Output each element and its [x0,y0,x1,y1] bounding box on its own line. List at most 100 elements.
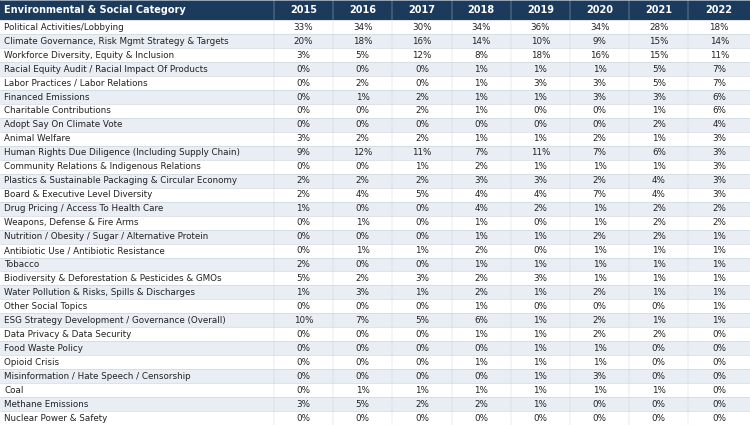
Text: 1%: 1% [652,162,666,171]
Bar [511,369,570,383]
Bar [333,286,392,299]
Bar [333,244,392,258]
Bar [452,76,511,90]
Bar [392,341,452,355]
Text: 0%: 0% [356,302,370,311]
Text: 3%: 3% [356,288,370,297]
Bar [274,327,333,341]
Bar [274,286,333,299]
Bar [570,146,629,160]
Text: 8%: 8% [474,51,488,60]
Text: 33%: 33% [293,23,314,32]
Text: 2%: 2% [652,120,666,130]
Text: 1%: 1% [592,274,607,283]
Text: 2%: 2% [474,246,488,255]
Text: 0%: 0% [533,106,548,116]
Bar [333,369,392,383]
Text: 5%: 5% [652,65,666,74]
Text: 2%: 2% [474,400,488,408]
Text: 6%: 6% [712,93,726,102]
Bar [629,34,688,48]
Text: Nutrition / Obesity / Sugar / Alternative Protein: Nutrition / Obesity / Sugar / Alternativ… [4,232,209,241]
Bar [392,20,452,34]
Text: 1%: 1% [415,385,429,394]
Text: 1%: 1% [592,204,607,213]
Bar [452,383,511,397]
Bar [0,215,274,230]
Bar [0,383,274,397]
Bar [570,76,629,90]
Bar [392,132,452,146]
Bar [688,174,750,188]
Bar [511,355,570,369]
Bar [333,397,392,411]
Bar [570,188,629,202]
Bar [452,313,511,327]
Bar [392,299,452,313]
Text: 0%: 0% [296,162,310,171]
Bar [511,383,570,397]
Bar [570,369,629,383]
Text: 1%: 1% [533,371,548,381]
Text: 16%: 16% [590,51,609,60]
Bar [452,230,511,244]
Text: 0%: 0% [592,106,607,116]
Text: 9%: 9% [296,148,310,157]
Text: 0%: 0% [296,93,310,102]
Bar [0,118,274,132]
Text: 0%: 0% [415,358,429,367]
Text: Animal Welfare: Animal Welfare [4,134,70,143]
Bar [452,258,511,272]
Text: 0%: 0% [712,371,726,381]
Bar [274,313,333,327]
Text: 0%: 0% [592,302,607,311]
Bar [570,202,629,215]
Text: 0%: 0% [712,344,726,353]
Text: 1%: 1% [533,162,548,171]
Bar [629,272,688,286]
Text: 6%: 6% [474,316,488,325]
Bar [629,202,688,215]
Bar [392,146,452,160]
Text: 1%: 1% [533,400,548,408]
Bar [629,355,688,369]
Bar [688,299,750,313]
Text: 1%: 1% [533,288,548,297]
Bar [333,383,392,397]
Bar [570,215,629,230]
Text: 0%: 0% [296,371,310,381]
Text: ESG Strategy Development / Governance (Overall): ESG Strategy Development / Governance (O… [4,316,226,325]
Text: 1%: 1% [533,316,548,325]
Text: 1%: 1% [652,316,666,325]
Text: 0%: 0% [356,330,370,339]
Text: 5%: 5% [415,190,429,199]
Text: 1%: 1% [474,79,488,88]
Bar [629,369,688,383]
Text: 1%: 1% [712,232,726,241]
Bar [511,104,570,118]
Bar [392,188,452,202]
Text: 0%: 0% [415,371,429,381]
Bar [629,76,688,90]
Bar [392,48,452,62]
Bar [511,327,570,341]
Bar [511,48,570,62]
Text: 1%: 1% [356,385,370,394]
Text: 0%: 0% [296,385,310,394]
Text: 30%: 30% [412,23,432,32]
Text: 0%: 0% [652,358,666,367]
Text: 5%: 5% [415,316,429,325]
Text: 0%: 0% [415,260,429,269]
Bar [452,118,511,132]
Text: 11%: 11% [710,51,729,60]
Bar [274,355,333,369]
Text: 1%: 1% [474,260,488,269]
Text: 1%: 1% [712,246,726,255]
Text: 1%: 1% [592,218,607,227]
Text: 1%: 1% [415,288,429,297]
Bar [629,146,688,160]
Text: 0%: 0% [296,106,310,116]
Text: 2015: 2015 [290,5,316,15]
Text: Misinformation / Hate Speech / Censorship: Misinformation / Hate Speech / Censorshi… [4,371,191,381]
Text: 2%: 2% [356,274,370,283]
